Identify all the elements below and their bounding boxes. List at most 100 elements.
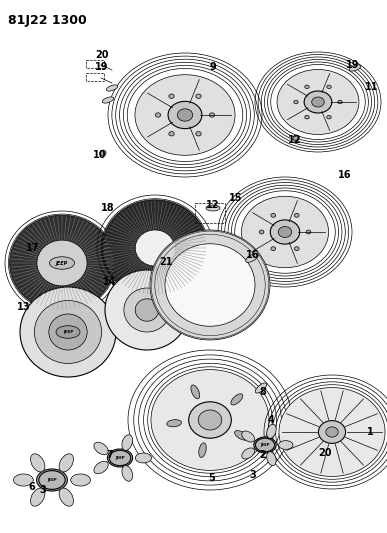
Text: 5: 5 (209, 473, 216, 483)
Ellipse shape (169, 132, 174, 136)
Bar (86, 60, 104, 68)
Ellipse shape (270, 220, 300, 244)
Ellipse shape (31, 488, 45, 506)
Text: 19: 19 (346, 60, 360, 70)
Ellipse shape (255, 383, 267, 393)
Ellipse shape (295, 213, 299, 217)
Ellipse shape (305, 85, 309, 88)
Ellipse shape (165, 244, 255, 326)
Ellipse shape (267, 451, 276, 466)
Text: 3: 3 (250, 470, 256, 480)
Ellipse shape (167, 419, 182, 427)
Ellipse shape (168, 101, 202, 128)
Ellipse shape (198, 410, 222, 430)
Ellipse shape (319, 421, 346, 443)
Ellipse shape (49, 314, 87, 350)
Ellipse shape (267, 424, 276, 438)
Ellipse shape (312, 97, 324, 107)
Ellipse shape (150, 230, 270, 340)
Ellipse shape (242, 431, 255, 442)
Ellipse shape (279, 441, 293, 449)
Text: 9: 9 (210, 62, 216, 72)
Ellipse shape (124, 288, 170, 332)
Text: 15: 15 (229, 193, 243, 203)
Text: 14: 14 (103, 277, 117, 287)
Text: 20: 20 (318, 448, 332, 458)
Ellipse shape (177, 109, 193, 121)
Text: JEEP: JEEP (56, 261, 68, 265)
Ellipse shape (151, 369, 269, 471)
Ellipse shape (242, 448, 255, 459)
Ellipse shape (304, 91, 332, 113)
Ellipse shape (169, 94, 174, 99)
Ellipse shape (102, 200, 208, 296)
Ellipse shape (10, 215, 115, 311)
Ellipse shape (155, 113, 161, 117)
Text: JEEP: JEEP (115, 456, 125, 460)
Ellipse shape (189, 402, 231, 438)
Text: 12: 12 (206, 200, 220, 210)
Text: 3: 3 (39, 485, 46, 495)
Ellipse shape (37, 469, 67, 491)
Ellipse shape (196, 132, 201, 136)
Ellipse shape (31, 454, 45, 472)
Text: 17: 17 (26, 243, 40, 253)
Ellipse shape (349, 65, 361, 71)
Ellipse shape (122, 435, 133, 450)
Ellipse shape (191, 385, 200, 399)
Ellipse shape (206, 205, 220, 211)
Ellipse shape (271, 247, 276, 251)
Ellipse shape (135, 75, 235, 155)
Ellipse shape (20, 287, 116, 377)
Ellipse shape (59, 488, 74, 506)
Text: 1: 1 (366, 427, 373, 437)
Text: 16: 16 (246, 250, 260, 260)
Ellipse shape (59, 454, 74, 472)
Ellipse shape (246, 254, 258, 262)
Text: 81J22 1300: 81J22 1300 (8, 14, 87, 27)
Ellipse shape (295, 247, 299, 251)
Ellipse shape (106, 85, 118, 91)
Bar (195, 203, 225, 223)
Text: 2: 2 (260, 450, 266, 460)
Ellipse shape (105, 270, 189, 350)
Ellipse shape (39, 471, 65, 489)
Ellipse shape (50, 257, 75, 269)
Circle shape (293, 135, 299, 141)
Ellipse shape (278, 227, 292, 238)
Text: 11: 11 (365, 82, 379, 92)
Text: 10: 10 (93, 150, 107, 160)
Ellipse shape (196, 94, 201, 99)
Text: 12: 12 (288, 135, 302, 145)
Ellipse shape (94, 461, 108, 474)
Circle shape (100, 150, 106, 156)
Ellipse shape (108, 449, 133, 467)
Ellipse shape (109, 450, 131, 466)
Text: 16: 16 (338, 170, 352, 180)
Ellipse shape (271, 213, 276, 217)
Text: 8: 8 (260, 387, 266, 397)
Bar (86, 73, 104, 81)
Text: 13: 13 (17, 302, 31, 312)
Ellipse shape (34, 301, 102, 364)
Ellipse shape (241, 196, 329, 268)
Ellipse shape (255, 438, 275, 452)
Ellipse shape (135, 230, 175, 266)
Text: JEEP: JEEP (63, 330, 73, 334)
Ellipse shape (326, 427, 338, 437)
Ellipse shape (71, 474, 91, 486)
Ellipse shape (94, 442, 108, 455)
Text: JEEP: JEEP (260, 443, 270, 447)
Ellipse shape (305, 116, 309, 119)
Ellipse shape (338, 100, 342, 104)
Ellipse shape (209, 113, 215, 117)
Ellipse shape (277, 69, 359, 134)
Text: 6: 6 (29, 482, 35, 492)
Ellipse shape (294, 100, 298, 104)
Ellipse shape (102, 97, 114, 103)
Ellipse shape (199, 443, 206, 457)
Ellipse shape (254, 437, 276, 453)
Ellipse shape (306, 230, 311, 234)
Ellipse shape (231, 394, 243, 405)
Ellipse shape (327, 85, 331, 88)
